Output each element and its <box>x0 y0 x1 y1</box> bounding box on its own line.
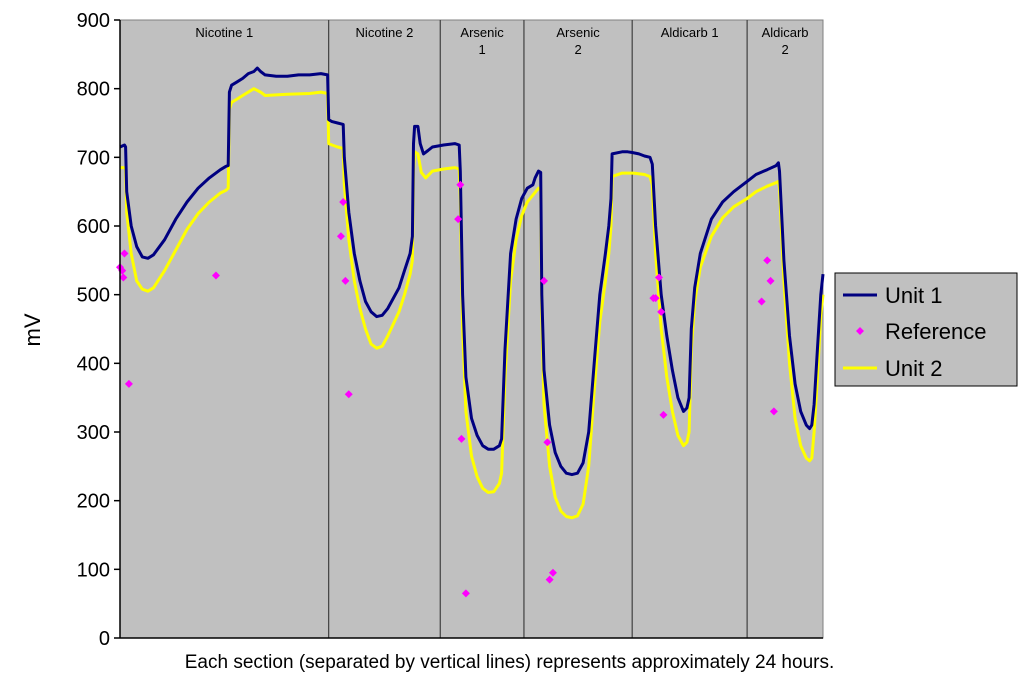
reference-point <box>461 589 470 598</box>
legend-label-unit-2: Unit 2 <box>885 356 942 381</box>
series-line-unit-2 <box>120 87 825 520</box>
reference-point <box>545 575 554 584</box>
reference-point <box>119 273 128 282</box>
legend: Unit 1 Reference Unit 2 <box>834 272 1018 387</box>
y-tick-label: 400 <box>77 353 110 375</box>
reference-point <box>763 256 772 265</box>
reference-point <box>336 232 345 241</box>
reference-point <box>766 276 775 285</box>
reference-point <box>769 407 778 416</box>
section-label: Arsenic 1 <box>460 25 504 57</box>
reference-point <box>454 215 463 224</box>
reference-point <box>344 390 353 399</box>
reference-point <box>211 271 220 280</box>
y-tick-label: 500 <box>77 285 110 307</box>
section-label: Arsenic 2 <box>556 25 600 57</box>
reference-point <box>120 249 129 258</box>
y-tick-label: 200 <box>77 491 110 513</box>
legend-marker <box>856 327 864 335</box>
reference-point <box>456 180 465 189</box>
y-tick-label: 900 <box>77 10 110 32</box>
reference-point <box>651 294 660 303</box>
section-label: Nicotine 1 <box>195 25 253 40</box>
section-label: Aldicarb 2 <box>762 25 809 57</box>
y-axis-title: mV <box>20 313 45 346</box>
section-label: Aldicarb 1 <box>661 25 719 40</box>
y-tick-label: 0 <box>99 628 110 650</box>
legend-label-reference: Reference <box>885 319 987 344</box>
reference-point <box>548 568 557 577</box>
plot-area <box>119 19 824 639</box>
chart-caption: Each section (separated by vertical line… <box>184 652 835 673</box>
reference-point <box>757 297 766 306</box>
y-tick-label: 600 <box>77 216 110 238</box>
y-tick-label: 300 <box>77 422 110 444</box>
section-dividers: Nicotine 1 Nicotine 2 Arsenic 1 Arsenic 2 Aldi… <box>195 20 809 638</box>
reference-point <box>339 197 348 206</box>
y-tick-label: 700 <box>77 147 110 169</box>
y-axis: 0 100 200 300 400 500 600 700 800 900 <box>77 10 823 650</box>
reference-point <box>341 276 350 285</box>
reference-point <box>124 379 133 388</box>
reference-point <box>659 410 668 419</box>
reference-point <box>657 307 666 316</box>
reference-point <box>654 273 663 282</box>
legend-label-unit-1: Unit 1 <box>885 283 942 308</box>
y-tick-label: 100 <box>77 559 110 581</box>
reference-point <box>540 276 549 285</box>
legend-swatch-reference <box>856 327 864 335</box>
series-line-unit-1 <box>119 66 825 477</box>
section-label: Nicotine 2 <box>356 25 414 40</box>
reference-point <box>457 434 466 443</box>
reference-point <box>543 438 552 447</box>
series-group <box>116 66 825 598</box>
y-tick-label: 800 <box>77 79 110 101</box>
